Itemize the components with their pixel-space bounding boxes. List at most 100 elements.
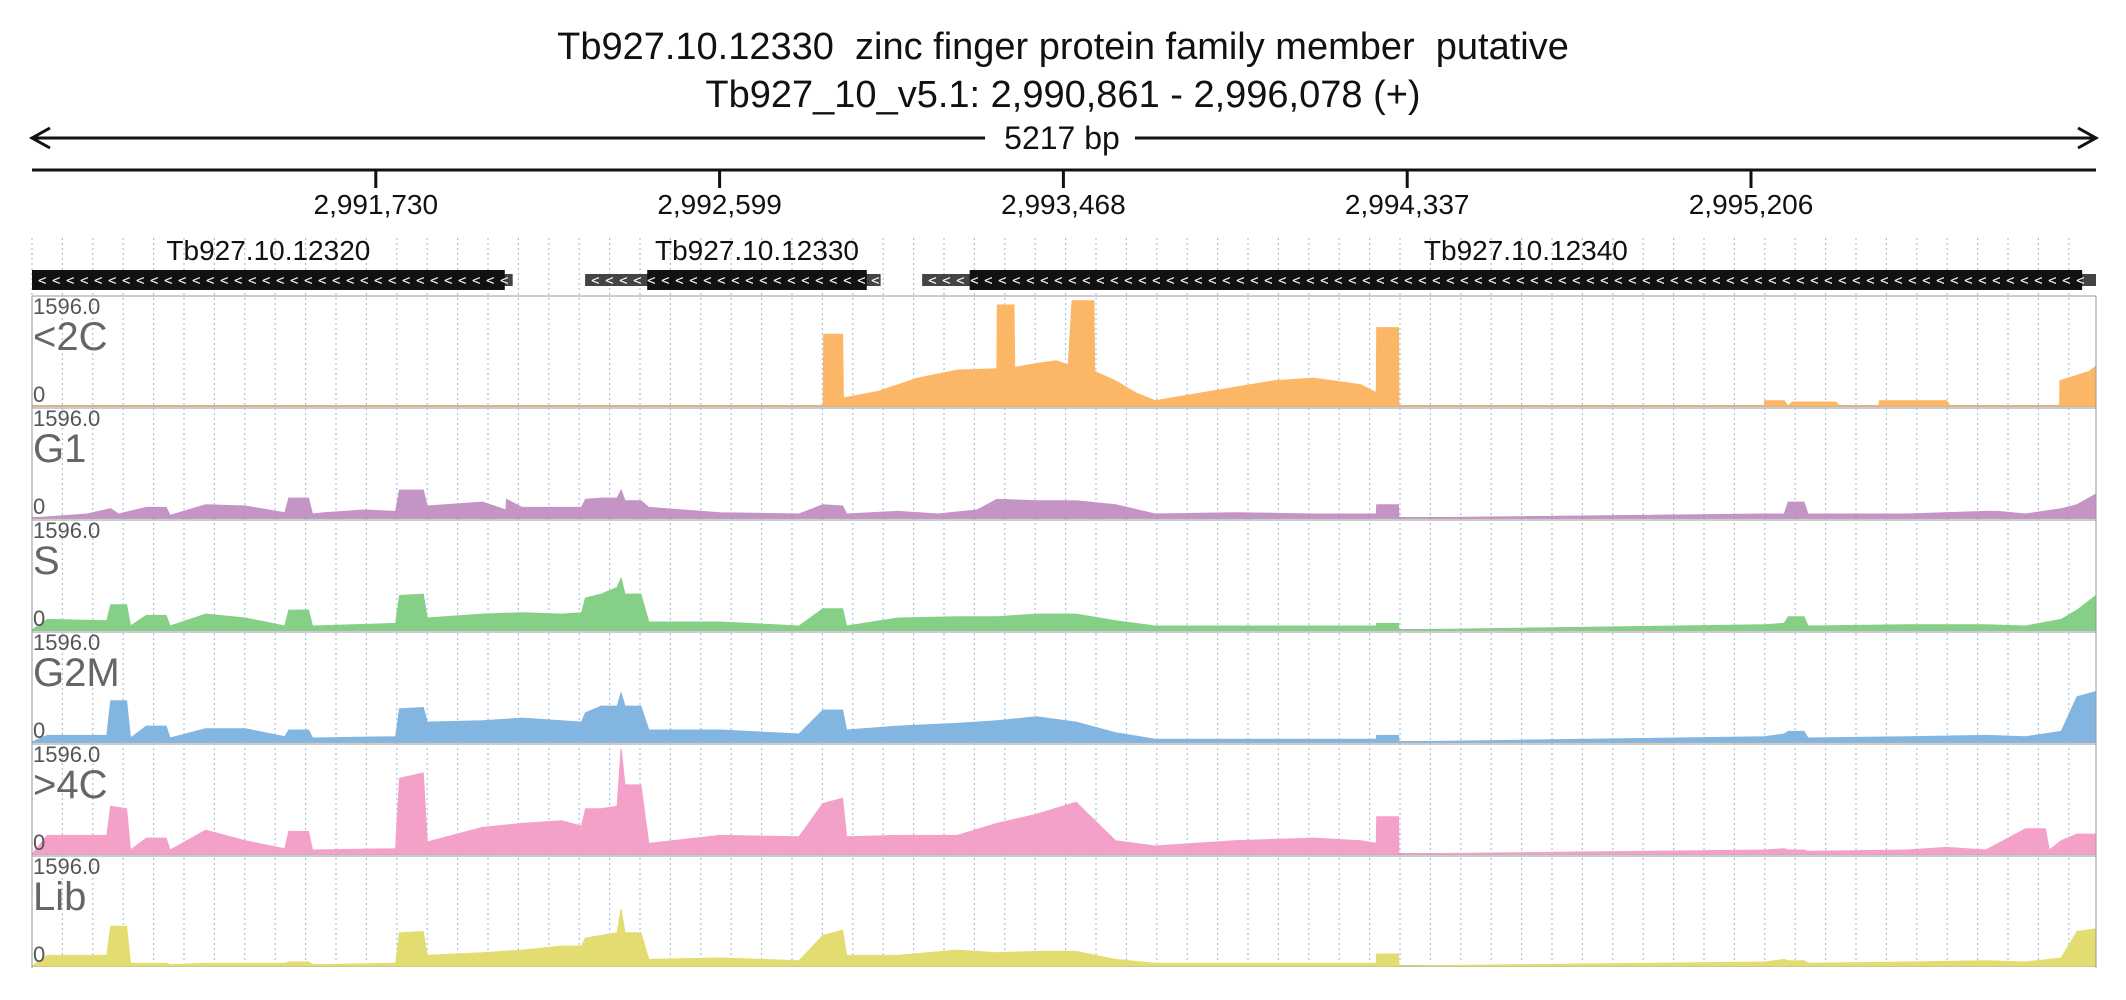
gene-label: Tb927.10.12340 [1424, 235, 1628, 266]
strand-arrow-icon: < [1586, 273, 1594, 289]
track-name-label: >4C [33, 763, 108, 807]
strand-arrow-icon: < [1222, 273, 1230, 289]
strand-arrow-icon: < [1530, 273, 1538, 289]
strand-arrow-icon: < [2006, 273, 2014, 289]
strand-arrow-icon: < [1726, 273, 1734, 289]
strand-arrow-icon: < [1390, 273, 1398, 289]
strand-arrow-icon: < [2020, 273, 2028, 289]
strand-arrow-icon: < [388, 273, 396, 289]
strand-arrow-icon: < [1670, 273, 1678, 289]
strand-arrow-icon: < [416, 273, 424, 289]
strand-arrow-icon: < [1656, 273, 1664, 289]
strand-arrow-icon: < [1614, 273, 1622, 289]
span-arrow-right-icon [2077, 126, 2100, 150]
gene-label: Tb927.10.12330 [655, 235, 859, 266]
strand-arrow-icon: < [332, 273, 340, 289]
strand-arrow-icon: < [444, 273, 452, 289]
strand-arrow-icon: < [500, 273, 508, 289]
strand-arrow-icon: < [1628, 273, 1636, 289]
strand-arrow-icon: < [773, 273, 781, 289]
strand-arrow-icon: < [38, 273, 46, 289]
strand-arrow-icon: < [1600, 273, 1608, 289]
strand-arrow-icon: < [1334, 273, 1342, 289]
coverage-area-4 [31, 690, 2097, 743]
strand-arrow-icon: < [1950, 273, 1958, 289]
strand-arrow-icon: < [1684, 273, 1692, 289]
strand-arrow-icon: < [815, 273, 823, 289]
x-tick-label: 2,991,730 [314, 189, 439, 220]
span-ruler: 5217 bp [28, 120, 2100, 156]
strand-arrow-icon: < [703, 273, 711, 289]
span-arrow-left-icon [28, 126, 51, 150]
strand-arrow-icon: < [1348, 273, 1356, 289]
gene-cds [647, 270, 867, 290]
strand-arrow-icon: < [458, 273, 466, 289]
strand-arrow-icon: < [1264, 273, 1272, 289]
strand-arrow-icon: < [1922, 273, 1930, 289]
strand-arrow-icon: < [318, 273, 326, 289]
y-min-label: 0 [33, 382, 45, 407]
y-max-label: 1596.0 [33, 854, 100, 879]
x-axis: 2,991,730 2,992,599 2,993,468 2,994,337 2,99… [32, 168, 2096, 220]
strand-arrow-icon: < [66, 273, 74, 289]
strand-arrow-icon: < [717, 273, 725, 289]
strand-arrow-icon: < [956, 273, 964, 289]
strand-arrow-icon: < [178, 273, 186, 289]
strand-arrow-icon: < [1320, 273, 1328, 289]
strand-arrow-icon: < [248, 273, 256, 289]
strand-arrow-icon: < [591, 273, 599, 289]
strand-arrow-icon: < [745, 273, 753, 289]
strand-arrow-icon: < [1180, 273, 1188, 289]
coverage-area-2 [31, 488, 2097, 519]
strand-arrow-icon: < [1460, 273, 1468, 289]
strand-arrow-icon: < [206, 273, 214, 289]
strand-arrow-icon: < [374, 273, 382, 289]
y-min-label: 0 [33, 718, 45, 743]
strand-arrow-icon: < [1824, 273, 1832, 289]
strand-arrow-icon: < [1698, 273, 1706, 289]
strand-arrow-icon: < [1054, 273, 1062, 289]
track-name-label: Lib [33, 875, 86, 919]
strand-arrow-icon: < [1250, 273, 1258, 289]
strand-arrow-icon: < [731, 273, 739, 289]
gene-label: Tb927.10.12320 [166, 235, 370, 266]
chart-title: Tb927.10.12330 zinc finger protein famil… [557, 26, 1569, 68]
y-min-label: 0 [33, 830, 45, 855]
strand-arrow-icon: < [2034, 273, 2042, 289]
strand-arrow-icon: < [1852, 273, 1860, 289]
strand-arrow-icon: < [1894, 273, 1902, 289]
strand-arrow-icon: < [1096, 273, 1104, 289]
strand-arrow-icon: < [998, 273, 1006, 289]
gene-cds [969, 270, 2083, 290]
strand-arrow-icon: < [1208, 273, 1216, 289]
strand-arrow-icon: < [633, 273, 641, 289]
strand-arrow-icon: < [94, 273, 102, 289]
strand-arrow-icon: < [136, 273, 144, 289]
strand-arrow-icon: < [1572, 273, 1580, 289]
strand-arrow-icon: < [346, 273, 354, 289]
strand-arrow-icon: < [1754, 273, 1762, 289]
coverage-area-3 [30, 576, 2097, 631]
strand-arrow-icon: < [1278, 273, 1286, 289]
strand-arrow-icon: < [1810, 273, 1818, 289]
span-label: 5217 bp [1004, 120, 1120, 156]
track-name-label: G2M [33, 651, 120, 695]
strand-arrow-icon: < [2048, 273, 2056, 289]
strand-arrow-icon: < [1124, 273, 1132, 289]
strand-arrow-icon: < [472, 273, 480, 289]
strand-arrow-icon: < [1292, 273, 1300, 289]
y-max-label: 1596.0 [33, 518, 100, 543]
strand-arrow-icon: < [787, 273, 795, 289]
y-max-label: 1596.0 [33, 630, 100, 655]
x-tick-label: 2,992,599 [657, 189, 782, 220]
strand-arrow-icon: < [843, 273, 851, 289]
y-max-label: 1596.0 [33, 406, 100, 431]
chart-subtitle: Tb927_10_v5.1: 2,990,861 - 2,996,078 (+) [705, 74, 1421, 116]
strand-arrow-icon: < [2062, 273, 2070, 289]
strand-arrow-icon: < [1082, 273, 1090, 289]
strand-arrow-icon: < [486, 273, 494, 289]
strand-arrow-icon: < [1936, 273, 1944, 289]
strand-arrow-icon: < [234, 273, 242, 289]
strand-arrow-icon: < [801, 273, 809, 289]
